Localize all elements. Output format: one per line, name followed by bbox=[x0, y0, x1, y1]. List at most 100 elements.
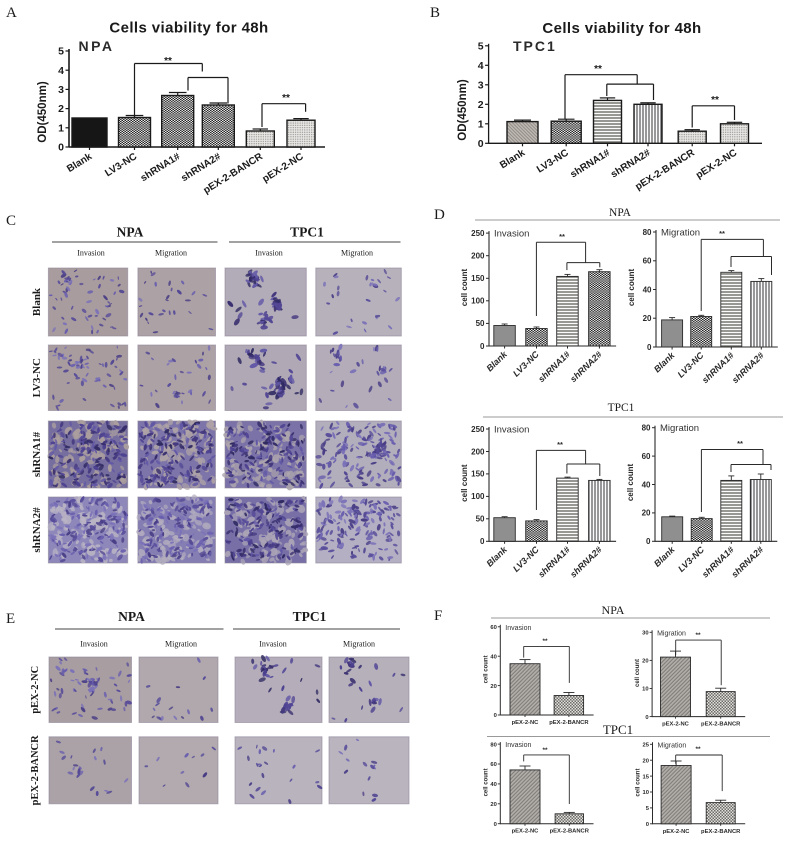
svg-text:cell count: cell count bbox=[460, 464, 469, 502]
svg-text:4: 4 bbox=[58, 65, 64, 77]
svg-text:shRNA1#: shRNA1# bbox=[31, 431, 43, 477]
svg-text:TPC1: TPC1 bbox=[513, 38, 557, 54]
svg-text:**: ** bbox=[594, 64, 602, 75]
svg-text:pEX-2-BANCR: pEX-2-BANCR bbox=[30, 735, 41, 805]
svg-text:pEX-2-NC: pEX-2-NC bbox=[512, 829, 540, 835]
svg-text:10: 10 bbox=[643, 790, 649, 796]
svg-text:A: A bbox=[6, 5, 17, 21]
svg-text:0: 0 bbox=[646, 537, 651, 546]
svg-text:80: 80 bbox=[642, 424, 651, 433]
svg-text:cell count: cell count bbox=[483, 768, 489, 796]
svg-text:**: ** bbox=[557, 440, 563, 449]
svg-text:Cells viability for 48h: Cells viability for 48h bbox=[542, 20, 701, 37]
svg-text:shRNA2#: shRNA2# bbox=[31, 507, 43, 553]
svg-text:0: 0 bbox=[647, 343, 652, 352]
svg-text:15: 15 bbox=[643, 774, 650, 780]
svg-text:**: ** bbox=[695, 632, 701, 639]
svg-text:50: 50 bbox=[476, 319, 485, 328]
svg-text:Invasion: Invasion bbox=[80, 640, 108, 649]
svg-text:NPA: NPA bbox=[609, 207, 632, 219]
svg-text:B: B bbox=[430, 5, 440, 21]
svg-text:0: 0 bbox=[645, 715, 648, 721]
svg-text:80: 80 bbox=[490, 742, 496, 748]
svg-text:0: 0 bbox=[478, 138, 484, 150]
svg-text:**: ** bbox=[542, 638, 548, 645]
svg-text:OD(450nm): OD(450nm) bbox=[37, 81, 49, 143]
svg-text:200: 200 bbox=[471, 447, 485, 456]
svg-text:50: 50 bbox=[476, 515, 485, 524]
svg-text:Invasion: Invasion bbox=[494, 425, 529, 436]
svg-text:Blank: Blank bbox=[31, 287, 43, 316]
svg-text:**: ** bbox=[719, 229, 725, 238]
svg-text:Invasion: Invasion bbox=[259, 640, 287, 649]
svg-text:TPC1: TPC1 bbox=[608, 402, 635, 414]
svg-text:D: D bbox=[434, 207, 445, 223]
svg-text:0: 0 bbox=[494, 713, 497, 719]
svg-text:3: 3 bbox=[58, 84, 64, 96]
svg-text:Invasion: Invasion bbox=[77, 249, 105, 258]
svg-text:20: 20 bbox=[490, 684, 496, 690]
svg-text:40: 40 bbox=[643, 285, 652, 294]
svg-text:60: 60 bbox=[490, 625, 496, 631]
svg-text:0: 0 bbox=[646, 822, 649, 828]
svg-text:200: 200 bbox=[471, 252, 485, 261]
svg-text:10: 10 bbox=[642, 687, 648, 693]
svg-text:cell count: cell count bbox=[635, 659, 641, 687]
svg-text:**: ** bbox=[559, 232, 565, 241]
svg-text:pEX-2-BANCR: pEX-2-BANCR bbox=[550, 829, 590, 835]
svg-text:Invasion: Invasion bbox=[494, 229, 529, 240]
svg-text:3: 3 bbox=[478, 79, 484, 91]
svg-text:25: 25 bbox=[643, 743, 650, 749]
svg-text:20: 20 bbox=[643, 314, 652, 323]
svg-text:cell count: cell count bbox=[635, 769, 641, 797]
svg-text:**: ** bbox=[164, 56, 172, 67]
svg-text:Migration: Migration bbox=[341, 249, 373, 258]
svg-text:100: 100 bbox=[471, 492, 485, 501]
svg-text:Invasion: Invasion bbox=[255, 249, 283, 258]
svg-text:0: 0 bbox=[480, 537, 485, 546]
svg-text:0: 0 bbox=[494, 822, 497, 828]
svg-text:150: 150 bbox=[471, 470, 485, 479]
svg-text:2: 2 bbox=[478, 99, 484, 111]
svg-text:F: F bbox=[434, 608, 442, 624]
svg-text:**: ** bbox=[695, 746, 701, 753]
svg-text:5: 5 bbox=[646, 806, 650, 812]
svg-text:LV3-NC: LV3-NC bbox=[31, 358, 43, 397]
svg-text:60: 60 bbox=[642, 452, 651, 461]
svg-text:5: 5 bbox=[58, 46, 64, 58]
svg-text:20: 20 bbox=[642, 509, 651, 518]
svg-text:0: 0 bbox=[480, 342, 485, 351]
svg-text:100: 100 bbox=[471, 297, 485, 306]
svg-text:pEX-2-BANCR: pEX-2-BANCR bbox=[701, 829, 741, 835]
svg-text:cell count: cell count bbox=[627, 268, 636, 306]
svg-text:pEX-2-NC: pEX-2-NC bbox=[512, 720, 540, 726]
svg-text:cell count: cell count bbox=[460, 269, 469, 307]
svg-text:**: ** bbox=[282, 93, 290, 104]
svg-text:20: 20 bbox=[642, 659, 648, 665]
svg-text:20: 20 bbox=[643, 758, 649, 764]
svg-text:NPA: NPA bbox=[602, 603, 625, 617]
svg-text:40: 40 bbox=[490, 654, 496, 660]
svg-text:150: 150 bbox=[471, 274, 485, 283]
svg-text:cell count: cell count bbox=[483, 655, 489, 683]
svg-text:NPA: NPA bbox=[79, 38, 115, 54]
svg-text:pEX-2-BANCR: pEX-2-BANCR bbox=[701, 722, 741, 728]
svg-text:Migration: Migration bbox=[658, 742, 687, 749]
svg-text:80: 80 bbox=[643, 228, 652, 237]
svg-text:0: 0 bbox=[58, 142, 64, 154]
svg-text:5: 5 bbox=[478, 40, 484, 52]
svg-text:NPA: NPA bbox=[118, 609, 145, 624]
svg-text:Migration: Migration bbox=[343, 640, 375, 649]
svg-text:Migration: Migration bbox=[660, 423, 699, 434]
svg-text:TPC1: TPC1 bbox=[603, 722, 633, 737]
svg-text:pEX-2-NC: pEX-2-NC bbox=[662, 722, 690, 728]
svg-text:TPC1: TPC1 bbox=[293, 609, 327, 624]
svg-text:TPC1: TPC1 bbox=[290, 225, 324, 240]
svg-text:1: 1 bbox=[58, 122, 64, 134]
svg-text:pEX-2-BANCR: pEX-2-BANCR bbox=[549, 720, 589, 726]
svg-text:Invasion: Invasion bbox=[505, 742, 531, 749]
svg-text:Invasion: Invasion bbox=[505, 625, 531, 632]
svg-text:cell count: cell count bbox=[626, 463, 635, 501]
svg-text:Cells viability for 48h: Cells viability for 48h bbox=[109, 20, 268, 37]
svg-text:4: 4 bbox=[478, 60, 484, 72]
